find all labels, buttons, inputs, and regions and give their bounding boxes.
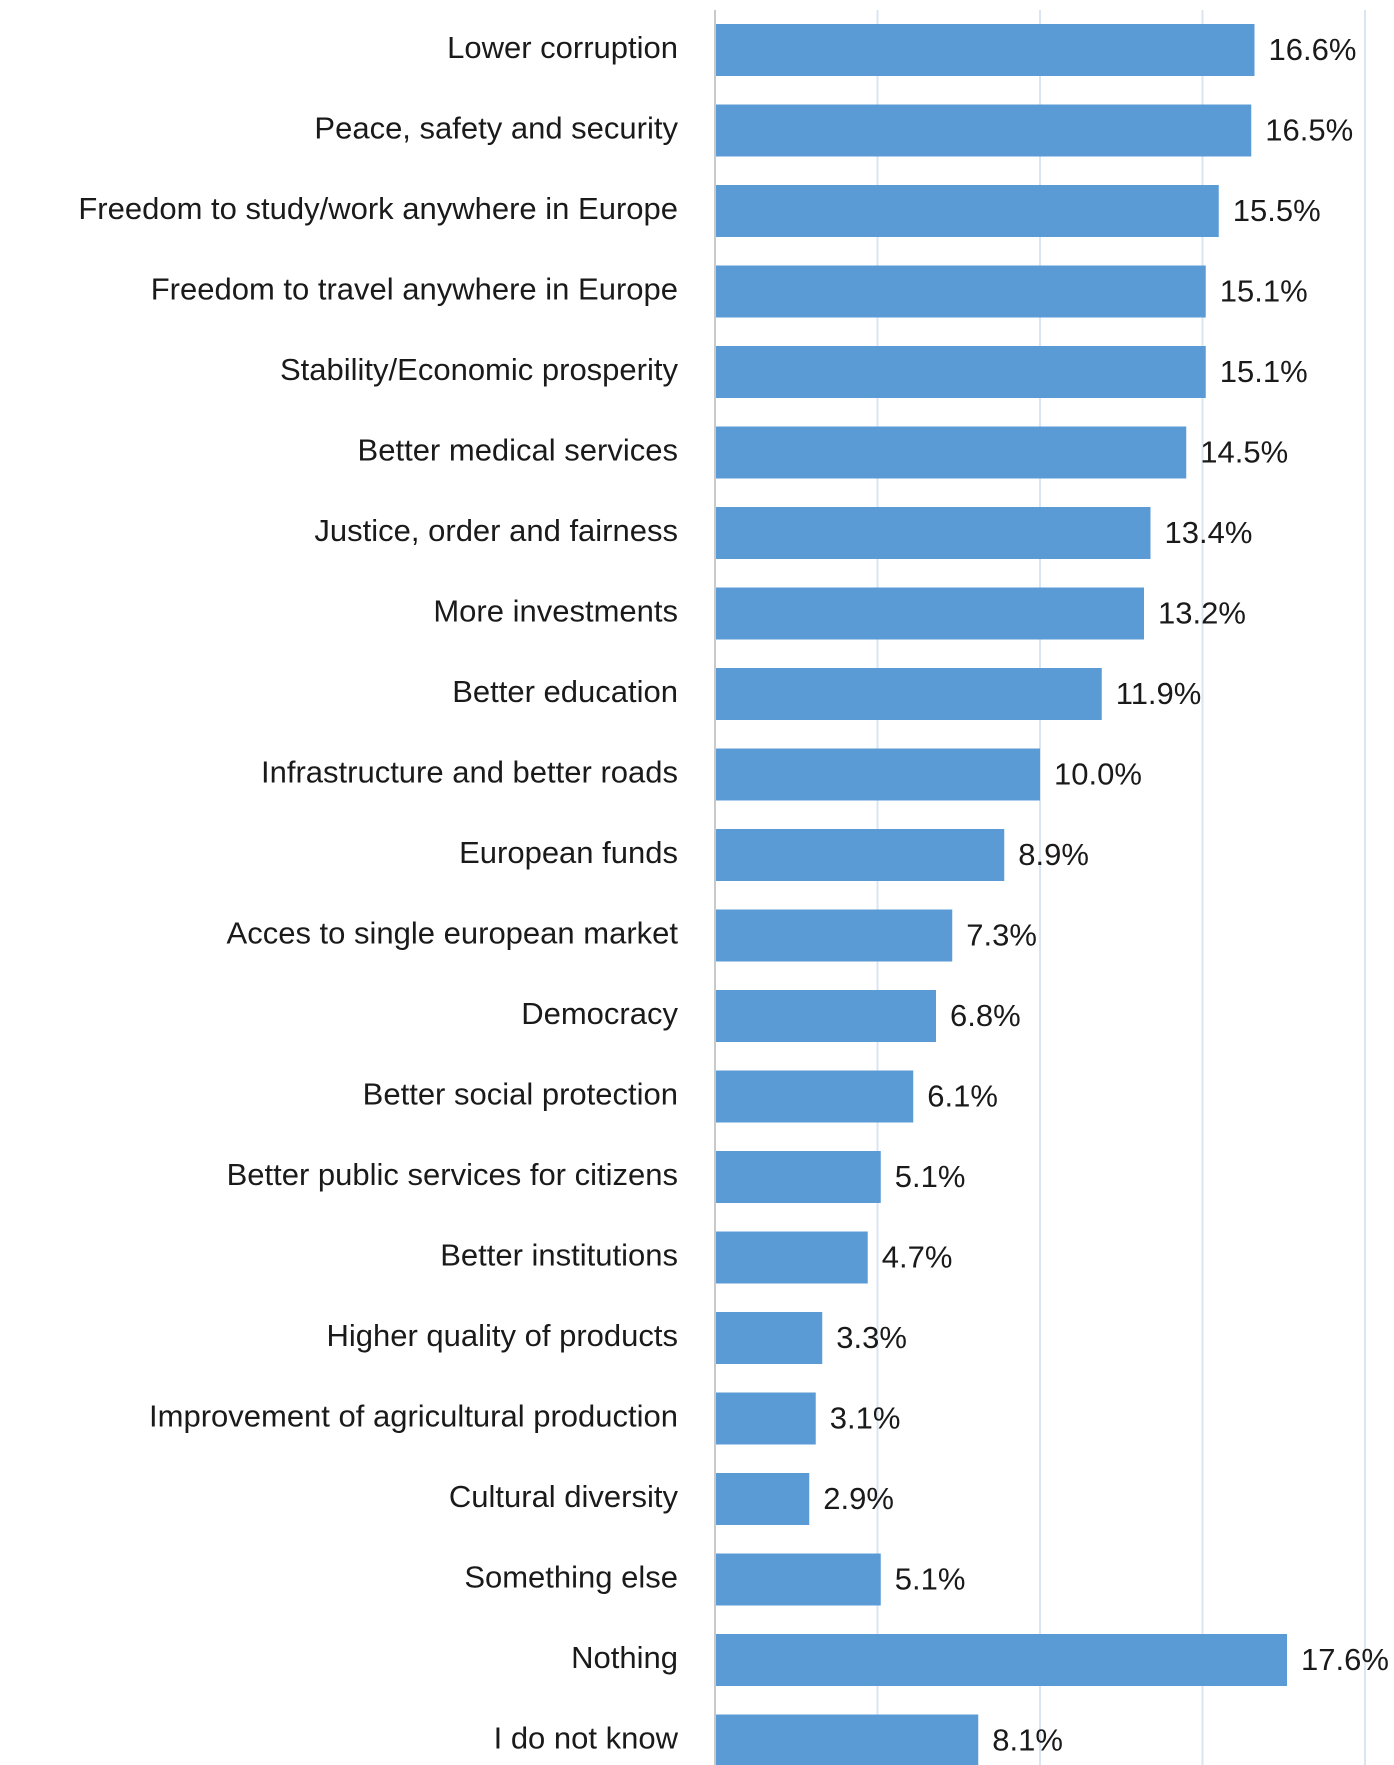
bar [715,990,936,1042]
category-label: Freedom to study/work anywhere in Europe [78,191,678,226]
value-label: 3.1% [830,1401,901,1436]
category-label: Better public services for citizens [227,1157,678,1192]
bar [715,1151,881,1203]
category-label: Higher quality of products [326,1318,678,1353]
bar [715,507,1151,559]
value-label: 11.9% [1116,676,1202,711]
value-label: 8.1% [992,1723,1063,1758]
value-label: 3.3% [836,1320,907,1355]
bar [715,426,1187,479]
category-labels: Lower corruption Peace, safety and securi… [78,30,678,1756]
category-label: Peace, safety and security [314,111,678,146]
category-label: Acces to single european market [227,916,679,951]
category-label: Better education [452,674,678,709]
value-label: 6.1% [927,1079,998,1114]
value-label: 6.8% [950,998,1021,1033]
value-label: 2.9% [823,1481,894,1516]
category-label: Nothing [571,1640,678,1675]
value-label: 13.4% [1165,515,1253,550]
bar [715,1553,881,1606]
value-label: 14.5% [1200,435,1288,470]
bar [715,748,1040,801]
value-labels: 16.6% 16.5% 15.5% 15.1% 15.1% 14.5% 13.4% 13.2%… [823,32,1389,1758]
bar [715,185,1219,237]
category-label: Better medical services [358,433,678,468]
bar [715,909,953,962]
bar [715,1070,914,1123]
category-label: Stability/Economic prosperity [280,352,678,387]
category-label: Infrastructure and better roads [261,755,678,790]
value-label: 8.9% [1018,837,1089,872]
bar [715,265,1206,318]
value-label: 15.5% [1233,193,1321,228]
value-label: 17.6% [1301,1642,1389,1677]
category-label: Cultural diversity [449,1479,679,1514]
bar [715,587,1144,640]
category-label: I do not know [494,1721,679,1756]
bar [715,1473,810,1525]
value-label: 13.2% [1158,596,1246,631]
category-label: Better social protection [363,1077,678,1112]
bar [715,24,1255,76]
category-label: Something else [464,1560,678,1595]
value-label: 5.1% [895,1562,966,1597]
bar [715,104,1252,157]
value-label: 15.1% [1220,354,1308,389]
bar [715,1231,868,1284]
category-label: Democracy [521,996,678,1031]
bar [715,668,1102,720]
bar [715,1312,823,1364]
value-label: 16.6% [1269,32,1357,67]
value-label: 10.0% [1054,757,1142,792]
value-label: 5.1% [895,1159,966,1194]
value-label: 4.7% [882,1240,953,1275]
value-label: 15.1% [1220,274,1308,309]
category-label: European funds [459,835,678,870]
bars [715,24,1287,1765]
value-label: 16.5% [1265,113,1353,148]
bar [715,1634,1287,1686]
category-label: Freedom to travel anywhere in Europe [151,272,678,307]
bar [715,1392,816,1445]
value-label: 7.3% [966,918,1037,953]
bar [715,346,1206,398]
bar [715,829,1005,881]
category-label: Justice, order and fairness [314,513,678,548]
bar [715,1714,979,1765]
category-label: Lower corruption [447,30,678,65]
category-label: More investments [433,594,678,629]
category-label: Better institutions [440,1238,678,1273]
category-label: Improvement of agricultural production [149,1399,678,1434]
